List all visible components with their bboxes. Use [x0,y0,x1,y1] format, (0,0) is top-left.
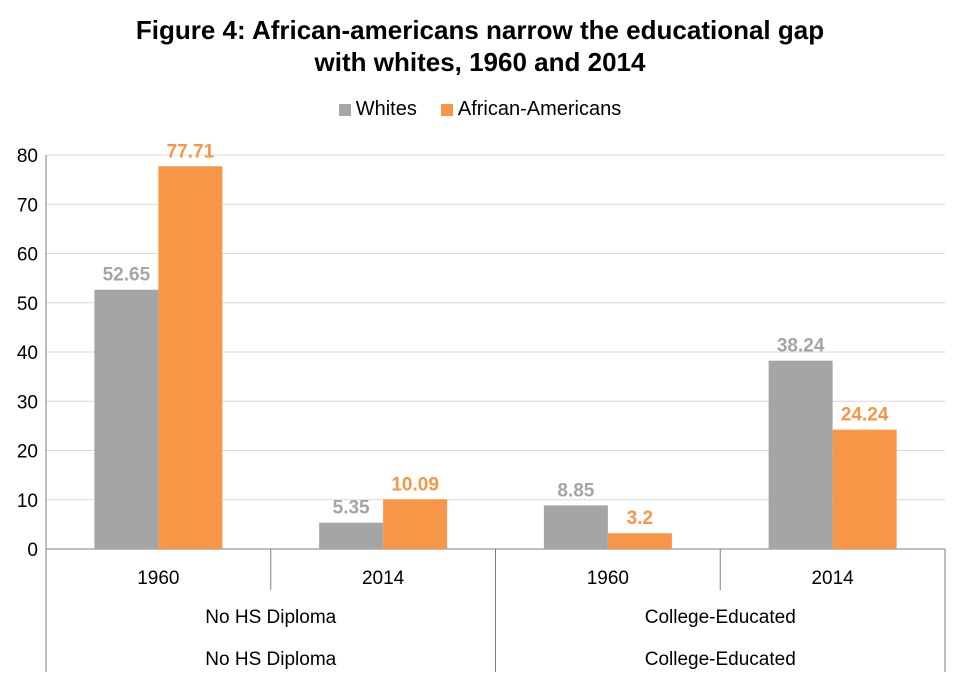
x-category-label: 1960 [587,568,629,589]
legend-swatch-whites [338,103,351,116]
x-group-label: College-Educated [645,607,796,628]
y-tick-label: 60 [17,245,38,266]
legend: Whites African-Americans [0,98,960,121]
data-label: 24.24 [841,405,889,426]
x-group-label-repeat: College-Educated [645,649,796,670]
y-tick-label: 30 [17,392,38,413]
x-category-label: 2014 [362,568,405,589]
y-tick-label: 50 [17,294,38,315]
x-group-label: No HS Diploma [205,607,336,628]
legend-item-african-americans: African-Americans [440,98,622,121]
data-label: 77.71 [167,141,215,162]
legend-item-whites: Whites [338,98,417,121]
data-label: 5.35 [333,498,370,519]
legend-label-african-americans: African-Americans [457,98,622,120]
x-category-label: 2014 [811,568,854,589]
y-tick-label: 0 [27,540,38,561]
y-tick-label: 40 [17,343,38,364]
data-label: 8.85 [557,480,594,501]
y-tick-label: 20 [17,442,38,463]
bar-whites-2 [543,505,608,549]
bar-african-americans-3 [832,429,897,549]
data-label: 52.65 [103,265,151,286]
bar-african-americans-2 [607,533,672,549]
bar-whites-0 [94,289,159,549]
legend-swatch-african-americans [440,103,453,116]
chart-title-line-2: with whites, 1960 and 2014 [314,47,646,77]
bar-whites-3 [768,360,833,549]
data-label: 3.2 [627,508,653,529]
y-tick-label: 80 [17,146,38,167]
x-category-label: 1960 [137,568,179,589]
y-tick-label: 70 [17,195,38,216]
bar-african-americans-1 [383,499,448,549]
bar-african-americans-0 [158,166,223,549]
data-label: 10.09 [391,474,439,495]
chart-title-line-1: Figure 4: African-americans narrow the e… [135,15,825,45]
x-group-label-repeat: No HS Diploma [205,649,336,670]
y-tick-label: 10 [17,491,38,512]
legend-label-whites: Whites [355,98,417,120]
bar-whites-1 [319,522,384,549]
data-label: 38.24 [777,336,825,357]
chart-title: Figure 4: African-americans narrow the e… [0,14,960,78]
